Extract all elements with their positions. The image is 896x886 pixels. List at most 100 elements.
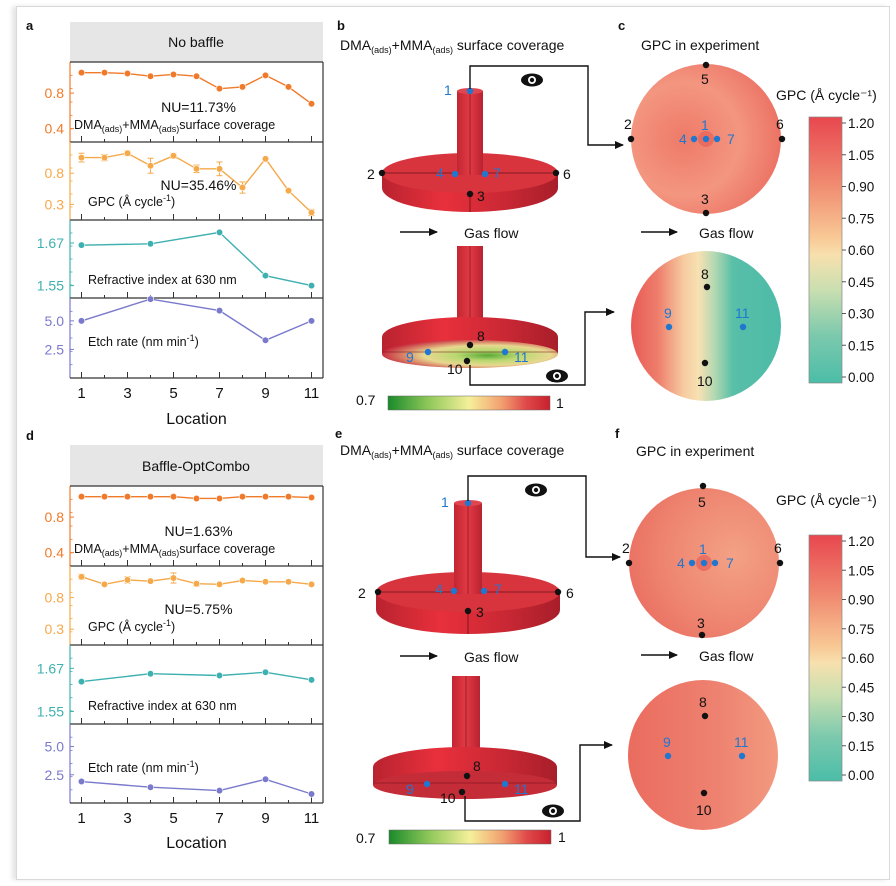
- subplot-4: 5.0 2.5 Etch rate (nm min-1): [45, 295, 324, 379]
- svg-text:10: 10: [440, 790, 456, 806]
- subplot-label: Refractive index at 630 nm: [88, 699, 237, 713]
- colorbar-tick-label: 0.45: [848, 275, 874, 290]
- colorbar-tick-label: 0.75: [848, 622, 874, 637]
- svg-text:11: 11: [735, 305, 750, 321]
- svg-text:1: 1: [556, 395, 564, 411]
- gas-flow-arrow-e: Gas flow: [400, 649, 519, 665]
- data-point: [77, 69, 86, 77]
- point-2: [378, 169, 386, 177]
- data-point: [238, 183, 247, 192]
- view-arrow-bottom-e: [464, 741, 613, 822]
- point-1: [702, 135, 710, 143]
- data-point: [100, 69, 109, 77]
- data-point: [307, 100, 316, 108]
- data-point: [192, 580, 201, 588]
- data-point: [77, 573, 86, 581]
- header-title-d: Baffle-OptCombo: [142, 458, 250, 474]
- x-axis-label: Location: [166, 835, 227, 852]
- panel-a: a No baffle 0.8 0.4 NU=11.73% DMA(ads)+MMA(…: [26, 18, 324, 428]
- exp-points-bottom-c: 8 9 10 11: [664, 266, 750, 389]
- point-11: [739, 323, 747, 331]
- svg-text:9: 9: [663, 734, 671, 750]
- svg-text:6: 6: [774, 540, 782, 556]
- data-point: [215, 786, 224, 795]
- x-tick-label: 11: [304, 810, 320, 827]
- colorbar-tick-label: 0.75: [848, 211, 874, 226]
- subplot-3: 1.67 1.55 Refractive index at 630 nm: [37, 645, 324, 725]
- svg-text:10: 10: [447, 361, 463, 377]
- svg-text:1: 1: [699, 541, 707, 557]
- svg-text:5: 5: [698, 494, 706, 510]
- colorbar-tick-label: 0.00: [848, 370, 874, 385]
- svg-text:8: 8: [701, 266, 709, 282]
- svg-text:5: 5: [701, 71, 709, 87]
- point-9: [423, 780, 431, 788]
- sim-points-top-e: 1 2 3 4 6 7: [358, 494, 574, 620]
- subplot-1: 0.8 0.4 NU=11.73% DMA(ads)+MMA(ads)surface …: [45, 61, 324, 143]
- x-tick-label: 9: [261, 810, 269, 827]
- point-4: [690, 135, 698, 143]
- point-10: [463, 357, 471, 365]
- point-4: [450, 587, 458, 595]
- colorbar-tick-label: 0.90: [848, 593, 874, 608]
- exp-title-f: GPC in experiment: [636, 443, 754, 459]
- sim-points-bottom-b: 8 9 10 11: [406, 328, 529, 377]
- subplot-label: Etch rate (nm min-1): [88, 333, 199, 349]
- y-tick-label: 0.4: [45, 545, 65, 561]
- svg-text:3: 3: [477, 188, 485, 204]
- svg-text:7: 7: [494, 581, 502, 597]
- panel-label-f: f: [615, 426, 620, 441]
- panel-c: c GPC in experiment 1 2 3 4 5 6 7 Gas fl…: [618, 18, 877, 401]
- eye-icon: [521, 73, 543, 87]
- point-8: [463, 772, 471, 780]
- exp-points-bottom-f: 8 9 10 11: [663, 694, 749, 818]
- svg-text:3: 3: [476, 604, 484, 620]
- point-4: [451, 170, 459, 178]
- sim-colorscale-b: 0.7 1: [356, 392, 564, 411]
- subplot-3: 1.67 1.55 Refractive index at 630 nm: [37, 220, 324, 299]
- svg-text:2: 2: [367, 166, 375, 182]
- svg-text:4: 4: [679, 131, 687, 147]
- series-line: [81, 778, 312, 795]
- header-box-a: [70, 22, 323, 62]
- data-point: [123, 493, 132, 501]
- data-point: [146, 783, 155, 791]
- subplot-label: GPC (Å cycle-1): [88, 618, 175, 634]
- data-point: [215, 85, 224, 93]
- nu-annotation: NU=1.63%: [164, 523, 232, 539]
- colorbar-tick-label: 0.60: [848, 651, 874, 666]
- colorbar-f: [808, 534, 843, 782]
- wafer-map-bottom-c: [631, 251, 781, 401]
- data-point: [123, 576, 132, 584]
- svg-text:8: 8: [699, 694, 707, 710]
- point-3: [698, 631, 706, 639]
- point-5: [702, 61, 710, 69]
- panel-label-e: e: [335, 426, 342, 441]
- point-2: [374, 588, 382, 596]
- sim-points-top-b: 1 2 3 4 6 7: [367, 82, 571, 204]
- reactor-model-top-b: [382, 88, 558, 212]
- view-arrow-bottom-b: [469, 308, 615, 386]
- svg-text:2: 2: [358, 585, 366, 601]
- y-tick-label: 2.5: [45, 341, 65, 357]
- panel-label-b: b: [337, 18, 345, 33]
- subplot-label: Etch rate (nm min-1): [88, 759, 199, 775]
- data-point: [146, 240, 155, 248]
- svg-text:9: 9: [406, 781, 414, 797]
- data-point: [123, 69, 132, 78]
- svg-text:Gas flow: Gas flow: [464, 649, 519, 665]
- data-point: [169, 493, 178, 501]
- svg-text:Gas flow: Gas flow: [464, 225, 519, 241]
- data-point: [215, 580, 224, 588]
- y-tick-label: 0.4: [45, 121, 65, 137]
- point-11: [501, 348, 509, 356]
- x-tick-label: 1: [77, 810, 85, 827]
- svg-text:7: 7: [727, 131, 735, 147]
- svg-text:11: 11: [514, 781, 529, 797]
- header-box-d: [70, 445, 323, 486]
- eye-icon: [546, 369, 568, 383]
- sim-title-b: DMA(ads)+MMA(ads) surface coverage: [340, 37, 564, 55]
- panel-b: b DMA(ads)+MMA(ads) surface coverage 1 2…: [337, 18, 624, 411]
- svg-text:1: 1: [441, 494, 449, 510]
- x-tick-label: 3: [123, 385, 131, 402]
